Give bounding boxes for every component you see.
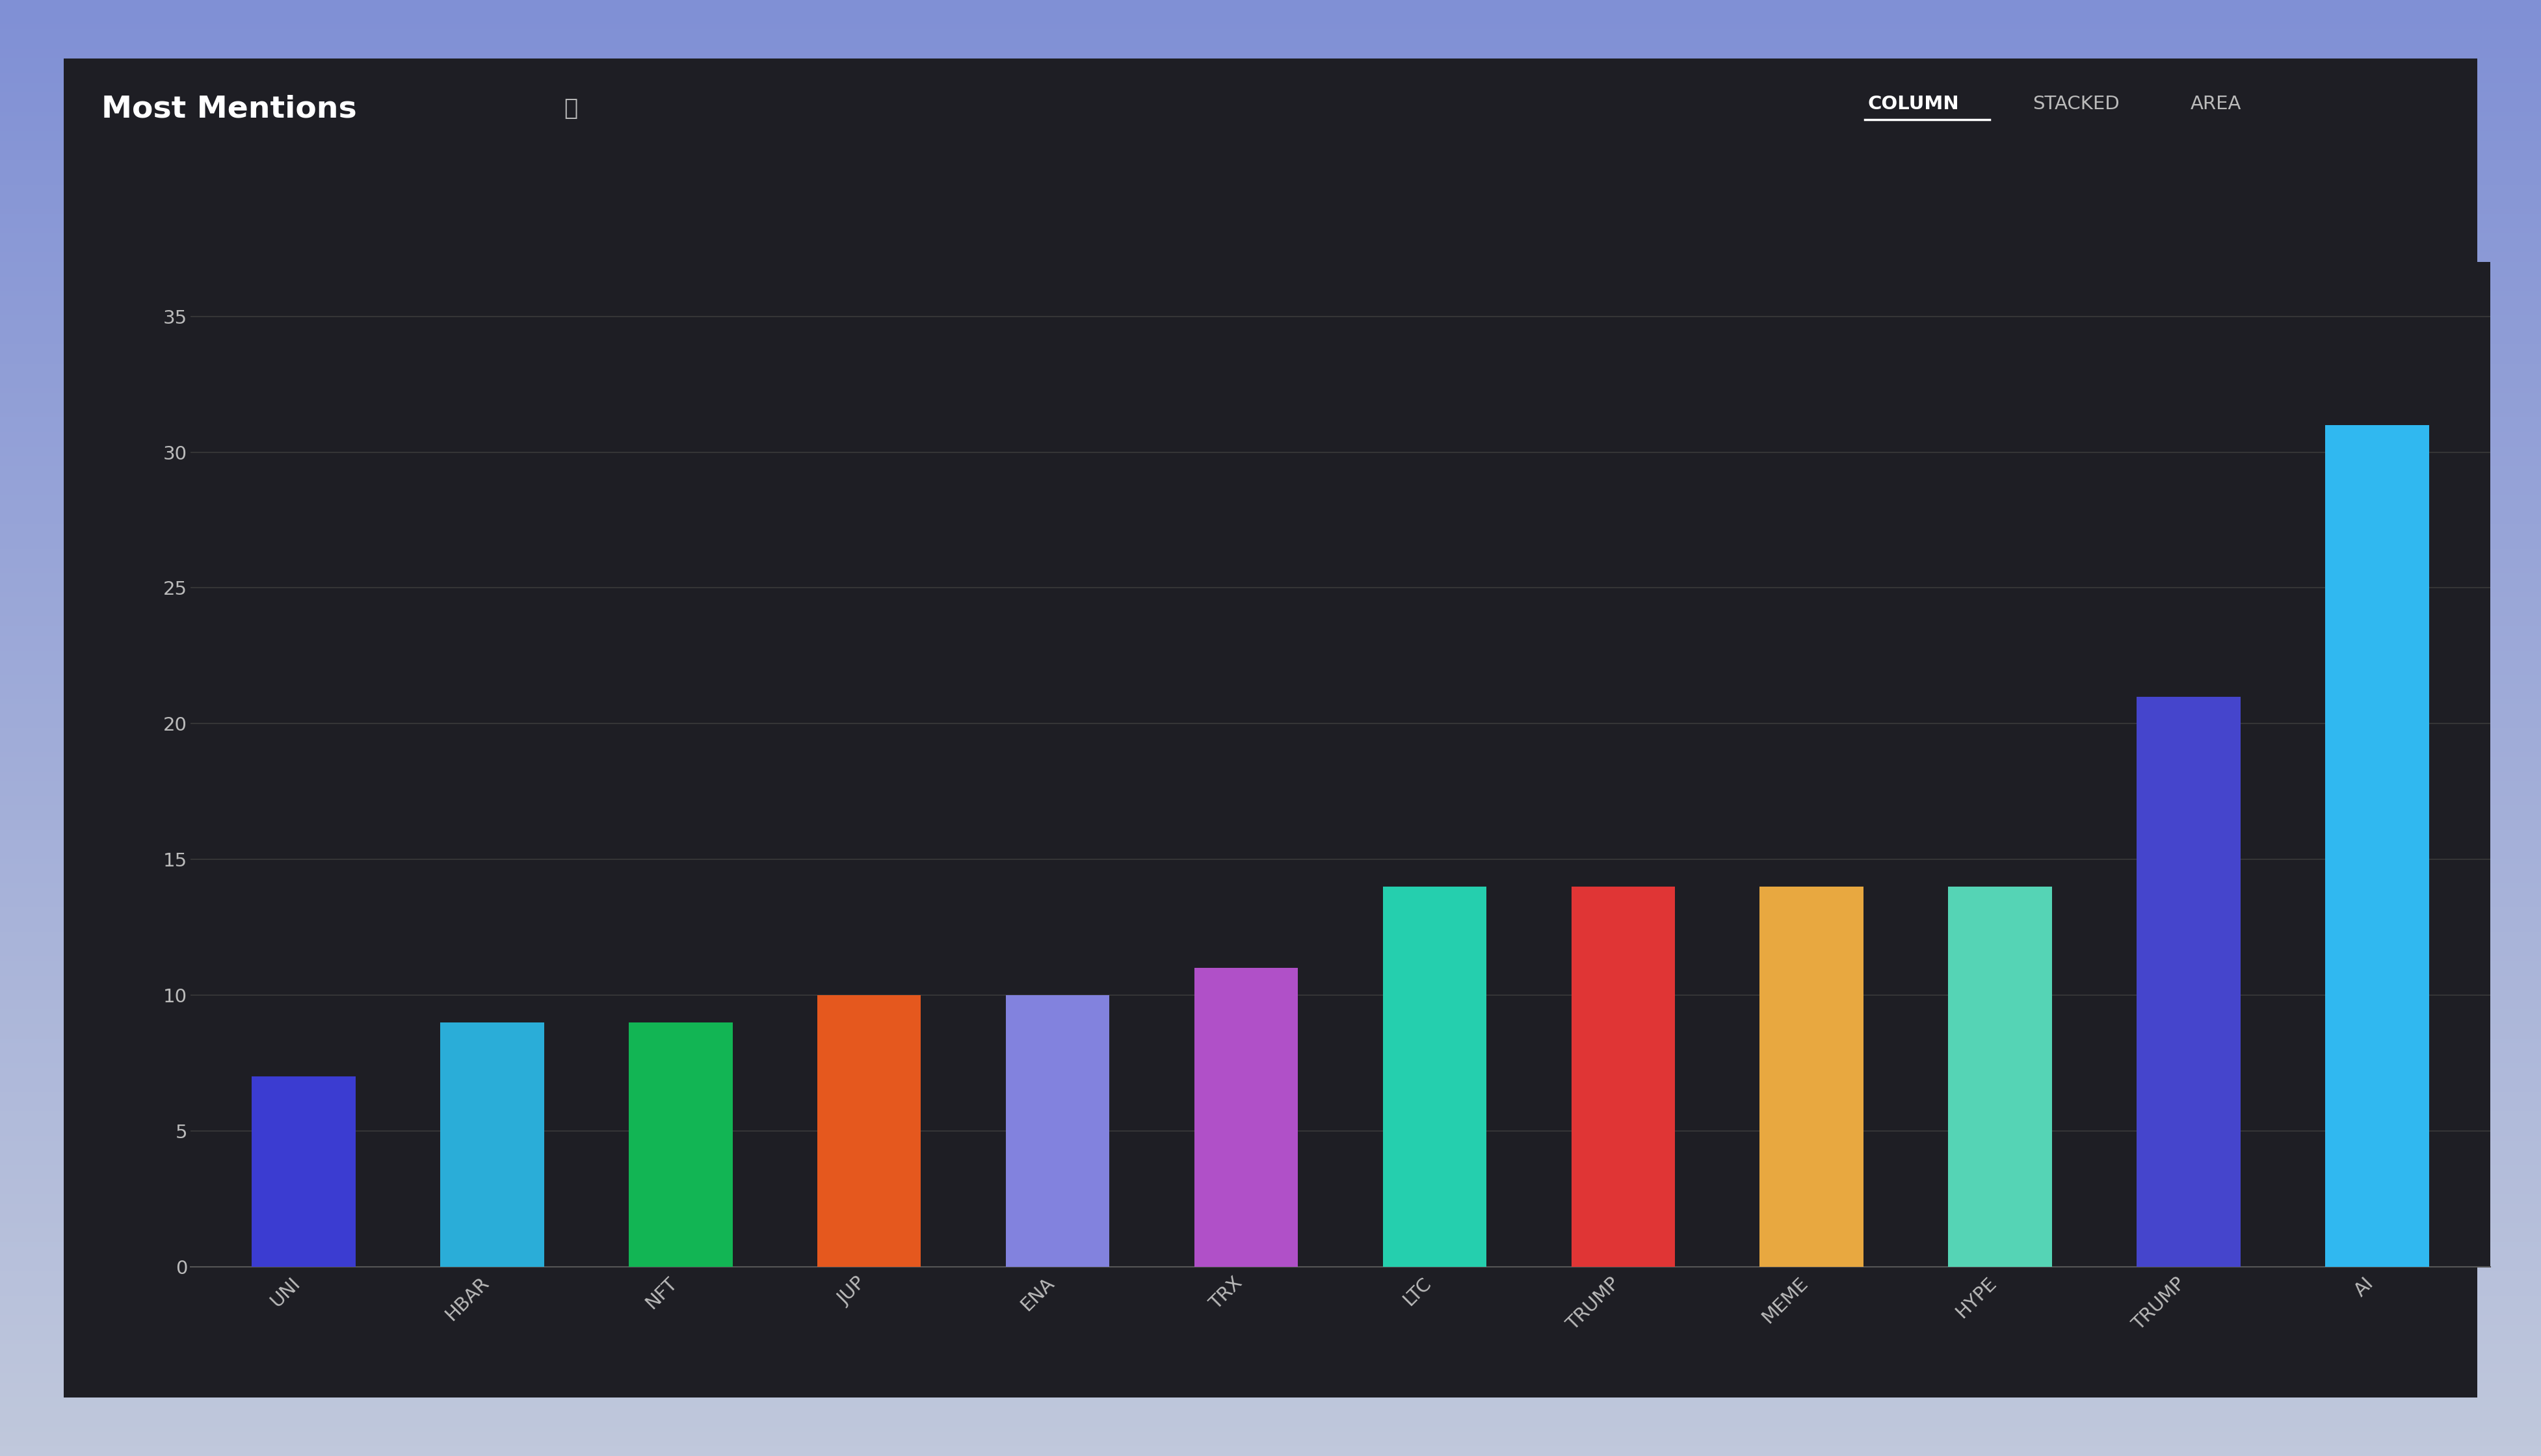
Text: Most Mentions: Most Mentions [102, 95, 356, 124]
Bar [818, 996, 920, 1267]
Bar [1949, 887, 2053, 1267]
Text: COLUMN: COLUMN [1868, 95, 1959, 114]
Bar [1194, 968, 1298, 1267]
Bar [1382, 887, 1486, 1267]
Text: ⓘ: ⓘ [564, 98, 577, 119]
Bar [2137, 696, 2241, 1267]
Bar [2325, 425, 2429, 1267]
Bar [440, 1022, 544, 1267]
Bar [1761, 887, 1863, 1267]
Text: AREA: AREA [2190, 95, 2241, 114]
Bar [252, 1076, 356, 1267]
Bar [1570, 887, 1675, 1267]
Text: STACKED: STACKED [2033, 95, 2119, 114]
Bar [1006, 996, 1110, 1267]
Bar [628, 1022, 732, 1267]
